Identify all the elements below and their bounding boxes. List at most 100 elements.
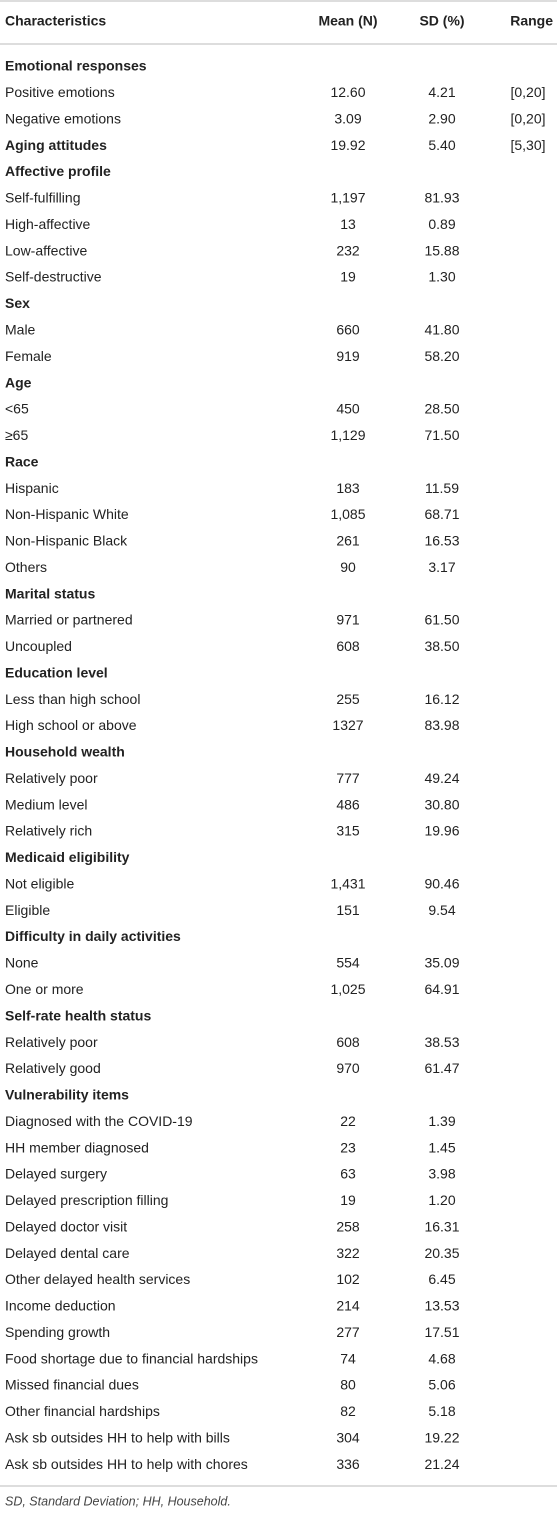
cell: 58.20 — [424, 348, 459, 364]
row-label: Others — [5, 559, 47, 575]
row-label: Relatively good — [5, 1060, 101, 1076]
cell: 1.30 — [428, 269, 455, 285]
cell: 777 — [336, 770, 360, 786]
cell: 3.17 — [428, 559, 455, 575]
cell: 49.24 — [424, 770, 459, 786]
row-label: HH member diagnosed — [5, 1139, 149, 1155]
cell: 660 — [336, 322, 360, 338]
row-label: Non-Hispanic White — [5, 506, 129, 522]
cell: 90 — [340, 559, 356, 575]
section-title: Vulnerability items — [5, 1087, 129, 1103]
cell: 81.93 — [424, 190, 459, 206]
cell: 11.59 — [425, 480, 459, 496]
cell: 277 — [336, 1324, 360, 1340]
row-label: Hispanic — [5, 480, 59, 496]
cell: 9.54 — [428, 902, 455, 918]
section-title: Difficulty in daily activities — [5, 928, 181, 944]
cell: 1,431 — [330, 875, 365, 891]
row-label: Delayed prescription filling — [5, 1192, 168, 1208]
row-label: Eligible — [5, 902, 50, 918]
cell: 38.53 — [424, 1034, 459, 1050]
row-label: High-affective — [5, 216, 91, 232]
cell: 61.50 — [424, 612, 459, 628]
cell: 41.80 — [424, 322, 459, 338]
cell: 608 — [336, 1034, 360, 1050]
row-label: Income deduction — [5, 1298, 116, 1314]
cell: 16.31 — [424, 1218, 459, 1234]
section-title: Education level — [5, 664, 108, 680]
cell: 232 — [336, 242, 360, 258]
row-label: Uncoupled — [5, 638, 72, 654]
cell: 4.68 — [428, 1350, 455, 1366]
row-label: Spending growth — [5, 1324, 110, 1340]
cell: 5.18 — [428, 1403, 455, 1419]
row-label: None — [5, 955, 39, 971]
row-label: ≥65 — [5, 427, 28, 443]
section-title: Household wealth — [5, 744, 125, 760]
row-label: Non-Hispanic Black — [5, 533, 128, 549]
cell: 608 — [336, 638, 360, 654]
section-title: Self-rate health status — [5, 1007, 151, 1023]
row-label: Low-affective — [5, 242, 87, 258]
header-cell: Range — [510, 13, 553, 29]
row-label: Missed financial dues — [5, 1377, 139, 1393]
cell: 3.98 — [428, 1166, 455, 1182]
header-cell: SD (%) — [419, 13, 464, 29]
row-label: Self-fulfilling — [5, 190, 80, 206]
row-label: <65 — [5, 401, 29, 417]
cell: 919 — [336, 348, 360, 364]
row-label: Relatively poor — [5, 770, 98, 786]
section-title: Race — [5, 453, 39, 469]
cell: 214 — [336, 1298, 360, 1314]
cell: 486 — [336, 796, 360, 812]
row-label: Diagnosed with the COVID-19 — [5, 1113, 193, 1129]
cell: 6.45 — [428, 1271, 455, 1287]
cell: 71.50 — [424, 427, 459, 443]
cell: 19.22 — [424, 1429, 459, 1445]
row-label: Married or partnered — [5, 612, 133, 628]
cell: 82 — [340, 1403, 356, 1419]
row-label: Ask sb outsides HH to help with bills — [5, 1429, 230, 1445]
cell: 61.47 — [424, 1060, 459, 1076]
cell: 5.40 — [428, 137, 455, 153]
header-cell: Characteristics — [5, 13, 106, 29]
cell: 80 — [340, 1377, 356, 1393]
section-title: Marital status — [5, 585, 95, 601]
cell: 22 — [340, 1113, 356, 1129]
row-label: Relatively rich — [5, 823, 92, 839]
section-title: Emotional responses — [5, 58, 147, 74]
cell: 261 — [336, 533, 360, 549]
cell: 2.90 — [428, 110, 455, 126]
cell: 20.35 — [424, 1245, 459, 1261]
cell: 16.12 — [424, 691, 459, 707]
row-label: Less than high school — [5, 691, 140, 707]
cell: 1.20 — [428, 1192, 455, 1208]
cell: 183 — [336, 480, 360, 496]
cell: 1,197 — [330, 190, 365, 206]
cell: 315 — [336, 823, 360, 839]
row-label: Delayed dental care — [5, 1245, 130, 1261]
row-label: Ask sb outsides HH to help with chores — [5, 1456, 248, 1472]
cell: 970 — [336, 1060, 360, 1076]
cell: 30.80 — [424, 796, 459, 812]
cell: 15.88 — [424, 242, 459, 258]
row-label: One or more — [5, 981, 84, 997]
cell: 19 — [340, 269, 356, 285]
row-label: Self-destructive — [5, 269, 102, 285]
row-label: Delayed doctor visit — [5, 1218, 127, 1234]
cell: 38.50 — [424, 638, 459, 654]
row-label: Other financial hardships — [5, 1403, 160, 1419]
row-label: Not eligible — [5, 875, 74, 891]
cell: [0,20] — [510, 110, 545, 126]
row-label: Other delayed health services — [5, 1271, 190, 1287]
cell: 83.98 — [424, 717, 459, 733]
cell: 16.53 — [424, 533, 459, 549]
cell: 1,025 — [330, 981, 365, 997]
cell: 21.24 — [424, 1456, 459, 1472]
header-cell: Mean (N) — [318, 13, 377, 29]
cell: 304 — [336, 1429, 360, 1445]
section-title: Age — [5, 374, 32, 390]
row-label: Female — [5, 348, 52, 364]
row-label: Male — [5, 322, 36, 338]
